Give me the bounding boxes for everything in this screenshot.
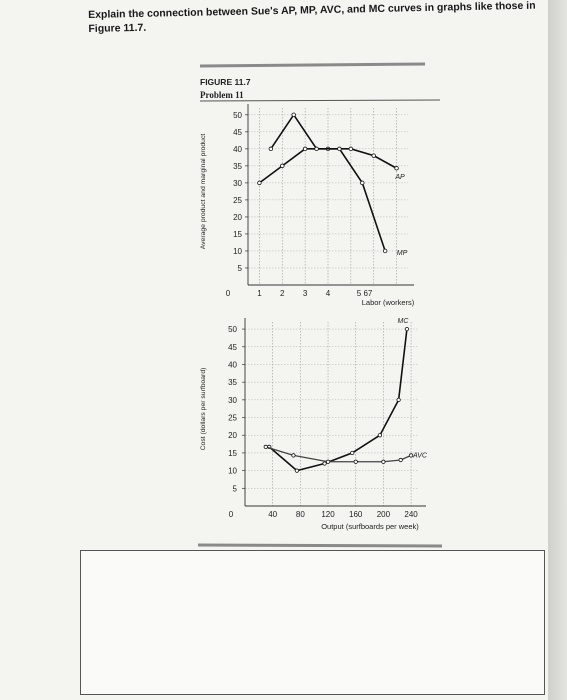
x-tick-label: 40 (268, 510, 277, 519)
avc-point (325, 459, 331, 464)
figure-bottom-rule (197, 543, 443, 548)
figure-header-rule (199, 99, 441, 102)
y-tick-label: 50 (233, 111, 242, 120)
y-tick-label: 5 (238, 264, 243, 273)
y-axis-label: Cost (dollars per surfboard) (200, 368, 207, 451)
mp-point (382, 248, 388, 254)
x-tick-label: 240 (404, 510, 418, 519)
y-tick-label: 25 (233, 196, 242, 205)
y-tick-label: 25 (228, 414, 237, 423)
x-tick-label: 2 (280, 289, 285, 298)
figure-label: FIGURE 11.7 (200, 77, 251, 87)
y-tick-label: 30 (228, 396, 237, 405)
mc-point (350, 450, 355, 456)
x-tick-label: 80 (296, 510, 305, 519)
avc-point (398, 457, 403, 463)
y-tick-label: 35 (233, 162, 242, 171)
mp-point (268, 146, 274, 152)
mp-label: MP (397, 250, 408, 257)
x-tick-label: 120 (321, 510, 335, 519)
ap-point (302, 146, 308, 152)
ap-point (394, 166, 399, 171)
y-tick-label: 10 (228, 467, 237, 476)
y-tick-label: 40 (228, 360, 237, 369)
cost-chart: 5 10 15 20 25 30 35 40 45 50 0 40 80 120 160 200 240 Outp… (200, 318, 428, 531)
y-axis-label: Average product and marginal product (200, 134, 207, 250)
x-tick-label: 3 (303, 289, 308, 298)
y-tick-label: 10 (233, 247, 242, 256)
y-tick-label: 30 (233, 179, 242, 188)
ap-point (348, 146, 354, 152)
mp-point (360, 180, 365, 186)
figure-top-rule (199, 62, 426, 68)
y-tick-label: 20 (233, 213, 242, 222)
x-tick-label: 5 67 (357, 289, 373, 298)
x-tick-label: 160 (349, 510, 363, 519)
y-tick-label: 50 (228, 325, 237, 334)
avc-label: AVC (412, 452, 428, 459)
x-axis-label: Output (surfboards per week) (321, 522, 419, 531)
avc-point (263, 444, 268, 450)
x-tick-label: 0 (226, 289, 231, 298)
y-tick-label: 45 (228, 343, 237, 352)
y-tick-label: 40 (233, 145, 242, 154)
y-tick-label: 35 (228, 378, 237, 387)
mc-point (396, 397, 401, 402)
x-tick-label: 4 (326, 289, 331, 298)
ap-point (371, 153, 376, 158)
x-tick-label: 1 (257, 289, 262, 298)
ap-point (280, 163, 285, 169)
mc-point (294, 468, 299, 473)
x-axis-label: Labor (workers) (362, 298, 415, 307)
y-tick-label: 45 (233, 128, 242, 137)
avc-point (353, 459, 358, 464)
x-tick-label: 200 (377, 510, 391, 519)
page-edge (548, 0, 567, 700)
mp-point (291, 112, 296, 118)
ap-label: AP (394, 174, 405, 181)
mp-curve (270, 113, 386, 252)
y-tick-label: 15 (233, 230, 242, 239)
mp-point (337, 146, 342, 152)
y-tick-label: 15 (228, 449, 237, 458)
answer-text-box[interactable] (80, 550, 545, 695)
avc-point (381, 459, 386, 464)
mc-point (404, 326, 410, 332)
mc-point (322, 461, 327, 466)
y-tick-label: 5 (233, 484, 238, 493)
x-origin-label: 0 (229, 510, 234, 519)
ap-point (257, 180, 262, 186)
avc-point (408, 453, 414, 458)
mc-point (377, 433, 383, 438)
y-tick-label: 20 (228, 431, 237, 440)
avc-point (291, 453, 296, 458)
figure-problem: Problem 11 (200, 90, 244, 100)
avc-curve (265, 446, 412, 463)
mc-label: MC (398, 318, 410, 325)
mp-point (314, 146, 319, 152)
